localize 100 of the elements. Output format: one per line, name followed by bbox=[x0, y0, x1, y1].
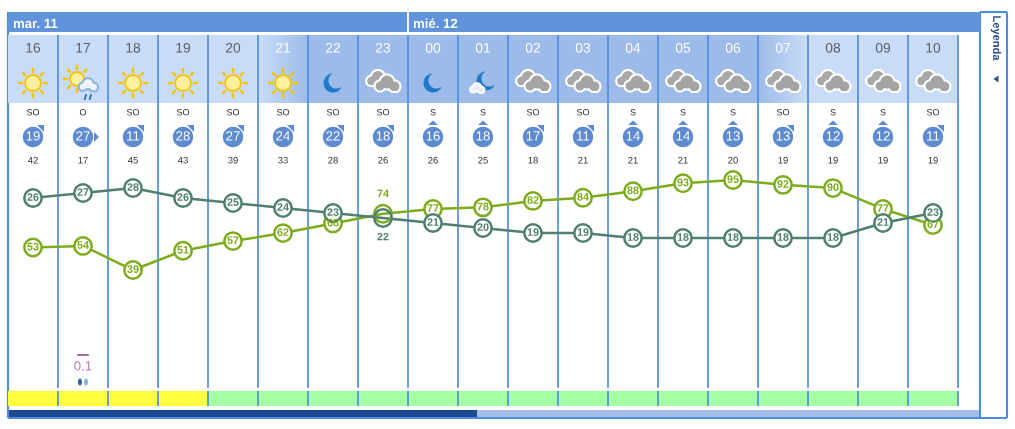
text: SO bbox=[226, 109, 240, 116]
x-tick-label: 20 bbox=[225, 42, 241, 53]
data-label: 22 bbox=[377, 232, 389, 241]
data-label: 19 bbox=[828, 156, 838, 164]
data-label: 45 bbox=[127, 156, 138, 164]
data-label: 18 bbox=[627, 233, 639, 241]
data-label: 28 bbox=[127, 183, 139, 191]
data-label: 18 bbox=[777, 233, 789, 241]
x-tick-label: 00 bbox=[425, 42, 441, 53]
data-label: 39 bbox=[228, 156, 238, 164]
data-label: 82 bbox=[527, 196, 539, 204]
text: mar. 11 bbox=[13, 18, 58, 29]
data-label: 19 bbox=[26, 131, 40, 141]
data-label: 27 bbox=[77, 188, 89, 196]
data-label: 17 bbox=[526, 131, 540, 141]
data-label: 84 bbox=[577, 192, 589, 201]
text: SO bbox=[176, 109, 190, 116]
data-label: 62 bbox=[277, 228, 289, 236]
data-label: 18 bbox=[528, 156, 538, 164]
data-label: 67 bbox=[927, 220, 939, 228]
data-label: 18 bbox=[476, 131, 490, 141]
x-tick-label: 17 bbox=[76, 43, 91, 53]
data-label: 39 bbox=[127, 265, 139, 273]
data-label: 0.1 bbox=[74, 361, 92, 371]
data-label: 57 bbox=[227, 236, 239, 244]
text: S bbox=[730, 109, 736, 116]
data-label: 33 bbox=[278, 156, 288, 164]
text: S bbox=[680, 109, 686, 116]
data-label: 19 bbox=[527, 228, 539, 236]
data-label: 51 bbox=[177, 246, 189, 254]
data-label: 74 bbox=[377, 189, 389, 198]
data-label: 13 bbox=[726, 131, 740, 141]
text: S bbox=[480, 109, 486, 116]
data-label: 18 bbox=[727, 233, 739, 241]
data-label: 93 bbox=[677, 178, 689, 187]
text: S bbox=[880, 109, 886, 116]
data-label: 11 bbox=[127, 131, 140, 141]
data-label: 78 bbox=[477, 202, 489, 211]
data-label: 20 bbox=[477, 223, 489, 231]
data-label: 28 bbox=[176, 131, 190, 141]
text: mié. 12 bbox=[413, 18, 458, 29]
text: Leyenda bbox=[990, 16, 1002, 61]
data-label: 21 bbox=[427, 218, 439, 226]
data-label: 14 bbox=[626, 131, 640, 141]
data-label: 23 bbox=[927, 208, 939, 216]
data-label: 26 bbox=[428, 156, 438, 164]
data-label: 21 bbox=[578, 156, 588, 164]
data-label: 19 bbox=[928, 156, 938, 164]
data-label: 21 bbox=[628, 156, 638, 164]
text: SO bbox=[526, 109, 540, 116]
data-label: 27 bbox=[76, 131, 90, 141]
text: SO bbox=[776, 109, 790, 116]
x-tick-label: 22 bbox=[325, 42, 341, 53]
data-label: 26 bbox=[177, 193, 189, 201]
data-label: 12 bbox=[826, 131, 840, 141]
x-tick-label: 07 bbox=[775, 42, 791, 53]
data-label: 54 bbox=[77, 241, 89, 249]
text: S bbox=[430, 109, 436, 116]
data-label: 19 bbox=[778, 156, 788, 164]
data-label: 17 bbox=[78, 156, 88, 164]
data-label: 25 bbox=[478, 156, 488, 164]
data-label: 28 bbox=[328, 156, 338, 164]
data-label: 14 bbox=[676, 131, 690, 141]
data-label: 26 bbox=[378, 156, 388, 164]
text: SO bbox=[926, 109, 940, 116]
x-tick-label: 09 bbox=[875, 42, 891, 53]
data-label: 25 bbox=[227, 198, 239, 206]
x-tick-label: 05 bbox=[675, 42, 691, 53]
x-tick-label: 18 bbox=[126, 42, 141, 53]
data-label: 24 bbox=[277, 203, 289, 211]
data-label: 24 bbox=[276, 131, 290, 141]
data-label: 95 bbox=[727, 175, 739, 183]
data-label: 92 bbox=[777, 180, 789, 188]
x-tick-label: 23 bbox=[375, 42, 391, 53]
data-label: 90 bbox=[827, 183, 839, 191]
data-label: 19 bbox=[577, 228, 589, 236]
data-label: 18 bbox=[376, 131, 390, 141]
data-label: 21 bbox=[877, 218, 889, 226]
text: SO bbox=[376, 109, 390, 116]
data-label: 18 bbox=[827, 233, 839, 241]
data-label: 43 bbox=[177, 156, 188, 164]
data-label: 77 bbox=[877, 204, 889, 212]
x-tick-label: 02 bbox=[525, 42, 541, 53]
data-label: 21 bbox=[678, 156, 688, 164]
data-label: 88 bbox=[627, 186, 639, 195]
text: S bbox=[830, 109, 836, 116]
x-tick-label: 01 bbox=[475, 42, 491, 53]
data-label: 23 bbox=[327, 208, 339, 216]
data-label: 11 bbox=[927, 131, 940, 141]
data-label: 77 bbox=[427, 204, 439, 212]
x-tick-label: 08 bbox=[825, 42, 841, 53]
text: SO bbox=[276, 109, 290, 116]
data-label: 27 bbox=[226, 131, 240, 141]
text: S bbox=[630, 109, 636, 116]
x-tick-label: 06 bbox=[725, 42, 741, 53]
x-tick-label: 19 bbox=[176, 42, 191, 53]
data-label: 53 bbox=[27, 242, 39, 251]
text: SO bbox=[576, 109, 590, 116]
data-label: 13 bbox=[776, 131, 790, 141]
data-label: 26 bbox=[27, 193, 39, 201]
